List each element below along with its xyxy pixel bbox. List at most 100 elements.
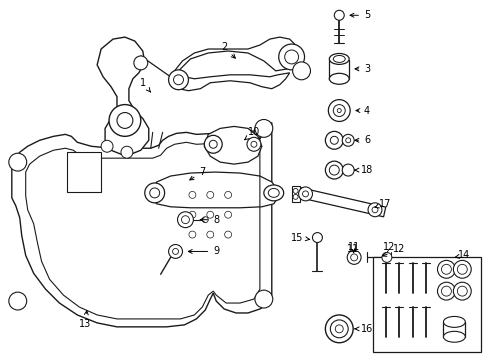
Circle shape xyxy=(144,183,164,203)
Circle shape xyxy=(188,211,196,218)
Circle shape xyxy=(172,248,178,255)
Circle shape xyxy=(168,70,188,90)
Text: 5: 5 xyxy=(349,10,369,20)
Circle shape xyxy=(437,260,454,278)
Ellipse shape xyxy=(443,331,464,342)
Circle shape xyxy=(302,191,308,197)
Text: 14: 14 xyxy=(454,251,469,260)
Circle shape xyxy=(325,161,343,179)
Circle shape xyxy=(206,192,213,198)
Circle shape xyxy=(371,207,377,213)
Text: 9: 9 xyxy=(188,247,219,256)
Circle shape xyxy=(330,320,347,338)
Circle shape xyxy=(224,192,231,198)
Circle shape xyxy=(204,135,222,153)
Circle shape xyxy=(181,216,189,224)
Circle shape xyxy=(101,140,113,152)
Circle shape xyxy=(109,105,141,136)
Circle shape xyxy=(168,244,182,258)
Circle shape xyxy=(334,10,344,20)
Circle shape xyxy=(345,138,350,143)
Circle shape xyxy=(452,260,470,278)
Circle shape xyxy=(134,56,147,70)
Text: 10: 10 xyxy=(244,127,260,140)
Circle shape xyxy=(441,286,450,296)
Circle shape xyxy=(328,165,339,175)
Text: 2: 2 xyxy=(221,42,235,58)
Circle shape xyxy=(206,231,213,238)
Circle shape xyxy=(254,120,272,137)
Circle shape xyxy=(452,282,470,300)
Circle shape xyxy=(367,203,381,217)
Text: 18: 18 xyxy=(354,165,372,175)
Circle shape xyxy=(337,109,341,113)
Circle shape xyxy=(173,75,183,85)
Circle shape xyxy=(224,211,231,218)
Circle shape xyxy=(188,192,196,198)
Circle shape xyxy=(325,315,352,343)
FancyBboxPatch shape xyxy=(67,152,101,192)
Circle shape xyxy=(284,50,298,64)
Text: 15: 15 xyxy=(291,233,309,243)
Circle shape xyxy=(250,141,256,147)
Circle shape xyxy=(9,153,27,171)
Circle shape xyxy=(292,188,298,193)
Polygon shape xyxy=(291,186,299,202)
Text: 11: 11 xyxy=(346,244,359,255)
Text: 4: 4 xyxy=(355,105,369,116)
Circle shape xyxy=(177,212,193,228)
Text: 1: 1 xyxy=(140,78,150,92)
Text: 12: 12 xyxy=(382,244,404,256)
Polygon shape xyxy=(12,122,271,327)
Circle shape xyxy=(278,44,304,70)
Circle shape xyxy=(327,100,349,121)
Circle shape xyxy=(121,146,133,158)
Circle shape xyxy=(342,134,353,146)
Text: 11: 11 xyxy=(347,243,360,252)
Circle shape xyxy=(441,264,450,274)
Circle shape xyxy=(342,164,353,176)
Text: 3: 3 xyxy=(354,64,369,74)
FancyBboxPatch shape xyxy=(372,257,480,352)
Circle shape xyxy=(456,286,467,296)
Circle shape xyxy=(188,231,196,238)
Circle shape xyxy=(335,325,343,333)
Circle shape xyxy=(456,264,467,274)
Ellipse shape xyxy=(328,54,348,64)
Circle shape xyxy=(437,282,454,300)
Circle shape xyxy=(330,136,338,144)
Text: 7: 7 xyxy=(189,167,205,180)
Ellipse shape xyxy=(443,316,464,327)
Circle shape xyxy=(246,137,260,151)
Circle shape xyxy=(209,140,217,148)
Ellipse shape xyxy=(328,73,348,84)
Circle shape xyxy=(202,217,208,223)
Polygon shape xyxy=(97,37,148,154)
Circle shape xyxy=(350,254,357,261)
Circle shape xyxy=(9,292,27,310)
Circle shape xyxy=(206,211,213,218)
Circle shape xyxy=(117,113,133,129)
Text: 16: 16 xyxy=(354,324,372,334)
Polygon shape xyxy=(204,126,262,164)
Polygon shape xyxy=(294,187,385,217)
Ellipse shape xyxy=(264,185,283,201)
Circle shape xyxy=(254,290,272,308)
Circle shape xyxy=(298,187,312,201)
Circle shape xyxy=(381,252,391,262)
Circle shape xyxy=(325,131,343,149)
Circle shape xyxy=(292,194,298,199)
Polygon shape xyxy=(172,37,297,91)
Circle shape xyxy=(149,188,160,198)
Text: 12: 12 xyxy=(382,243,394,252)
Polygon shape xyxy=(150,172,277,208)
Circle shape xyxy=(292,62,310,80)
Circle shape xyxy=(224,231,231,238)
Text: 13: 13 xyxy=(79,311,91,329)
Circle shape xyxy=(333,105,345,117)
Ellipse shape xyxy=(333,55,345,62)
Circle shape xyxy=(312,233,322,243)
Text: 17: 17 xyxy=(374,199,390,209)
Text: 6: 6 xyxy=(354,135,369,145)
Text: 8: 8 xyxy=(200,215,219,225)
